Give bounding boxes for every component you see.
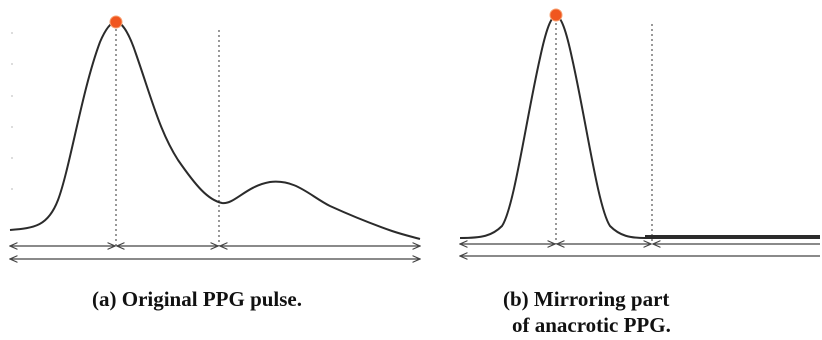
panel-b	[459, 8, 820, 256]
caption-panel-b: (b) Mirroring part of anacrotic PPG.	[503, 286, 671, 338]
panel-b-peak-marker	[549, 8, 563, 22]
panel-a-peak-marker	[109, 15, 123, 29]
panel-a-ppg-curve	[9, 20, 421, 240]
caption-panel-a: (a) Original PPG pulse.	[92, 287, 302, 311]
panel-b-ppg-curve	[459, 14, 820, 239]
caption-panel-b-line2: of anacrotic PPG.	[512, 313, 671, 337]
panel-a	[9, 15, 421, 259]
panel-a-edge-ticks	[11, 32, 13, 190]
caption-panel-b-line1: (b) Mirroring part	[503, 287, 670, 311]
